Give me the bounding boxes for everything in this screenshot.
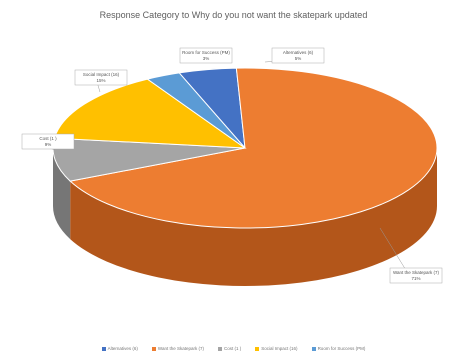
data-label-box [21,133,75,150]
data-label-value: 5% [295,56,302,61]
data-label-value: 15% [96,78,105,83]
legend-label: Want the Skatepark (7) [157,346,205,351]
legend-item-room-for-success-pm-: Room for Success (PM) [311,346,366,351]
data-label-alternatives-6-: Alternatives (6)5% [264,47,325,64]
legend-swatch [311,346,316,351]
data-label-name: Social Impact (16) [83,72,120,77]
legend-label: Social Impact (16) [261,346,298,351]
pie-slice-room-for-success-pm- [146,72,246,149]
legend-item-social-impact-16-: Social Impact (16) [255,346,298,351]
data-label-name: Alternatives (6) [283,50,314,55]
data-label-box [74,69,128,86]
legend-label: Alternatives (6) [107,346,138,351]
pie-sides [53,148,437,286]
legend-swatch [218,346,223,351]
pie-side-cost-1- [53,148,71,240]
pie-side-want-the-skatepark-7- [70,148,437,286]
pie-slice-want-the-skatepark-7- [69,67,438,229]
data-label-value: 9% [45,142,52,147]
legend-swatch [151,346,156,351]
data-label-box [179,47,233,64]
data-label-box [389,267,443,284]
data-label-social-impact-16-: Social Impact (16)15% [74,69,128,93]
legend-swatch [101,346,106,351]
legend-swatch [255,346,260,351]
data-label-name: Want the Skatepark (7) [393,270,440,275]
chart-legend: Alternatives (6) Want the Skatepark (7) Co… [0,346,467,351]
data-label-name: Cost (1 ) [39,136,57,141]
data-label-name: Room for Success (PM) [182,50,230,55]
data-label-value: 71% [411,276,420,281]
data-label-want-the-skatepark-7-: Want the Skatepark (7)71% [379,227,443,284]
chart-title: Response Category to Why do you not want… [99,10,368,20]
pie-slice-social-impact-16- [53,78,247,149]
data-label-cost-1-: Cost (1 )9% [21,133,75,151]
legend-item-want-the-skatepark-7-: Want the Skatepark (7) [151,346,205,351]
data-label-value: 3% [203,56,210,61]
legend-label: Cost (1 ) [224,346,242,351]
legend-item-alternatives-6-: Alternatives (6) [101,346,138,351]
data-label-room-for-success-pm-: Room for Success (PM)3% [179,47,233,64]
legend-label: Room for Success (PM) [317,346,366,351]
legend-item-cost-1-: Cost (1 ) [218,346,241,351]
data-label-box [271,47,325,64]
